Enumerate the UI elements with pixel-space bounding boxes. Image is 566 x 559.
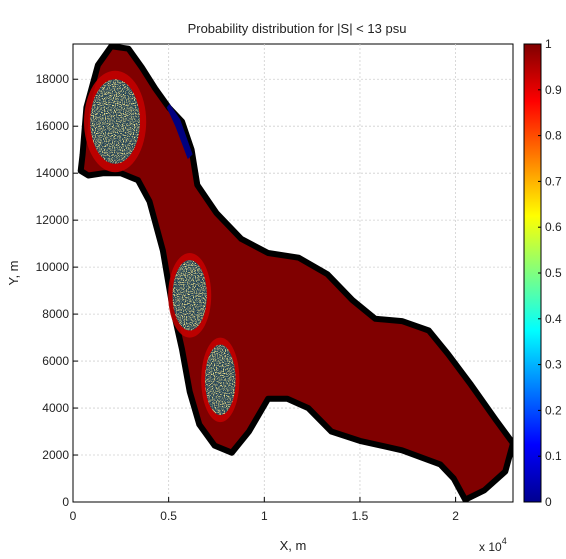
colorbar-tick-label: 0.4: [545, 312, 562, 326]
y-tick-label: 14000: [36, 166, 70, 180]
low-probability-patch: [90, 79, 140, 164]
x-tick-label: 1: [261, 509, 268, 523]
x-tick-label: 0.5: [160, 509, 177, 523]
x-tick-label: 0: [70, 509, 77, 523]
y-tick-label: 10000: [36, 260, 70, 274]
colorbar-ticks: 0 0.1 0.2 0.3 0.4 0.5 0.6 0.7 0.8 0.9 1: [538, 37, 562, 509]
y-tick-label: 6000: [42, 354, 69, 368]
x-axis-multiplier-base: x 10: [479, 540, 502, 554]
y-tick-label: 2000: [42, 448, 69, 462]
x-tick-label: 2: [452, 509, 459, 523]
colorbar-tick-label: 0.2: [545, 403, 562, 417]
colorbar-tick-label: 0.8: [545, 129, 562, 143]
y-tick-label: 0: [62, 495, 69, 509]
x-tick-label: 1.5: [352, 509, 369, 523]
colorbar-tick-label: 0.9: [545, 83, 562, 97]
x-axis-label: X, m: [280, 538, 307, 553]
y-tick-label: 4000: [42, 401, 69, 415]
x-axis-multiplier-exponent: 4: [502, 536, 507, 546]
colorbar-tick-label: 0.1: [545, 449, 562, 463]
axis-ticks: 0 0.5 1 1.5 2 0 2000 4000 6000 8000 10000 12000 1400…: [36, 72, 460, 523]
colorbar-tick-label: 0.5: [545, 266, 562, 280]
colorbar-tick-label: 0.3: [545, 358, 562, 372]
y-tick-label: 18000: [36, 72, 70, 86]
y-tick-label: 16000: [36, 119, 70, 133]
colorbar-tick-label: 0.6: [545, 220, 562, 234]
y-axis-label: Y, m: [6, 260, 21, 285]
low-probability-patch: [172, 260, 207, 331]
y-tick-label: 8000: [42, 307, 69, 321]
colorbar-tick-label: 0.7: [545, 174, 562, 188]
colorbar-tick-label: 0: [545, 495, 552, 509]
low-probability-patch: [205, 344, 236, 416]
probability-field: [77, 44, 513, 502]
chart-title: Probability distribution for |S| < 13 ps…: [188, 21, 407, 36]
minimum-probability-strip: [166, 103, 193, 160]
y-tick-label: 12000: [36, 213, 70, 227]
colorbar-tick-label: 1: [545, 37, 552, 51]
x-axis-multiplier: x 104: [479, 536, 507, 554]
